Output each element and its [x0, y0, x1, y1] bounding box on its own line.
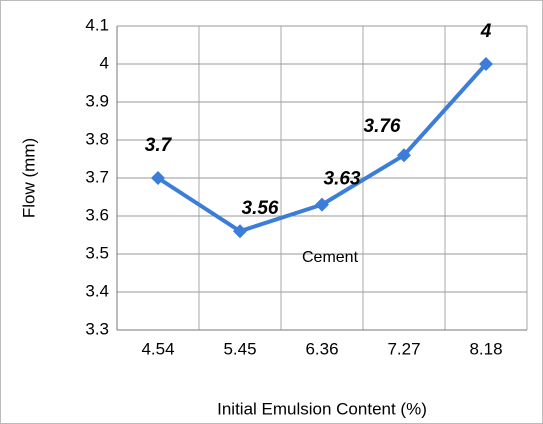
y-tick-label: 3.7 — [85, 167, 109, 186]
data-point — [315, 197, 329, 212]
y-tick-label: 3.5 — [85, 243, 109, 262]
data-label: 3.56 — [242, 198, 279, 219]
y-tick-label: 3.4 — [85, 281, 109, 300]
y-tick-label: 3.9 — [85, 91, 109, 110]
x-axis-title: Initial Emulsion Content (%) — [217, 399, 427, 418]
data-label: 3.7 — [145, 135, 173, 156]
data-point — [479, 57, 493, 71]
data-label: 4 — [480, 21, 492, 42]
annotation: Cement — [302, 249, 359, 266]
data-point — [397, 148, 411, 163]
data-point — [151, 171, 165, 185]
x-tick-label: 7.27 — [387, 339, 420, 358]
y-tick-label: 3.3 — [85, 319, 109, 338]
x-tick-label: 5.45 — [223, 339, 256, 358]
y-tick-label: 4 — [100, 53, 109, 72]
y-tick-label: 3.8 — [85, 129, 109, 148]
data-point — [233, 224, 247, 239]
y-axis-title: Flow (mm) — [19, 138, 38, 218]
y-tick-label: 4.1 — [85, 15, 109, 34]
x-tick-label: 8.18 — [469, 339, 502, 358]
y-tick-label: 3.6 — [85, 205, 109, 224]
data-label: 3.63 — [324, 169, 361, 190]
data-label: 3.76 — [364, 116, 401, 137]
x-tick-label: 6.36 — [305, 339, 338, 358]
x-tick-label: 4.54 — [141, 339, 174, 358]
